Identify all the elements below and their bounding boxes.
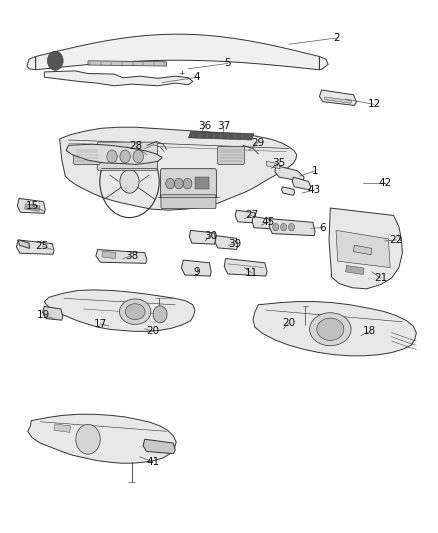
Circle shape	[183, 178, 192, 189]
FancyBboxPatch shape	[97, 142, 157, 170]
Text: 19: 19	[36, 310, 49, 320]
Polygon shape	[319, 56, 328, 70]
Circle shape	[174, 178, 183, 189]
Circle shape	[133, 150, 144, 163]
Polygon shape	[282, 187, 294, 195]
Polygon shape	[336, 230, 390, 268]
Text: 45: 45	[262, 217, 275, 228]
Text: 20: 20	[146, 326, 159, 336]
Text: 18: 18	[363, 326, 376, 336]
Text: 42: 42	[378, 177, 392, 188]
Text: 1: 1	[312, 166, 318, 176]
Polygon shape	[28, 414, 176, 463]
Text: 43: 43	[307, 185, 321, 195]
Polygon shape	[275, 165, 304, 181]
Text: 15: 15	[25, 201, 39, 211]
Ellipse shape	[317, 318, 344, 341]
Polygon shape	[235, 210, 256, 223]
Polygon shape	[44, 290, 195, 332]
Polygon shape	[266, 161, 280, 168]
Polygon shape	[143, 439, 175, 454]
Polygon shape	[353, 245, 372, 255]
Circle shape	[120, 150, 131, 163]
Text: 37: 37	[217, 120, 230, 131]
Polygon shape	[60, 127, 297, 210]
Text: 25: 25	[35, 241, 49, 251]
Text: 28: 28	[129, 141, 143, 151]
Polygon shape	[319, 90, 357, 106]
Ellipse shape	[310, 313, 351, 346]
Text: 9: 9	[194, 267, 201, 277]
Polygon shape	[329, 208, 403, 289]
Polygon shape	[44, 71, 193, 86]
Text: 21: 21	[374, 273, 387, 283]
Text: 22: 22	[390, 235, 403, 245]
Text: 2: 2	[334, 33, 340, 43]
Polygon shape	[96, 249, 147, 263]
Polygon shape	[66, 144, 162, 165]
Text: 39: 39	[228, 239, 241, 248]
Text: 20: 20	[283, 318, 295, 328]
Circle shape	[120, 169, 139, 193]
Circle shape	[288, 223, 294, 231]
Circle shape	[166, 178, 174, 189]
Circle shape	[273, 223, 279, 231]
Polygon shape	[54, 424, 71, 432]
Circle shape	[107, 150, 117, 163]
Polygon shape	[18, 240, 29, 248]
Text: 6: 6	[320, 223, 326, 233]
Text: 30: 30	[204, 231, 217, 241]
Polygon shape	[215, 236, 238, 249]
Text: 27: 27	[245, 211, 258, 221]
Text: 38: 38	[125, 251, 138, 261]
Polygon shape	[346, 265, 364, 274]
FancyBboxPatch shape	[160, 168, 216, 198]
Ellipse shape	[125, 304, 145, 320]
Text: 4: 4	[194, 72, 201, 82]
Polygon shape	[17, 198, 45, 213]
Circle shape	[76, 424, 100, 454]
Polygon shape	[181, 260, 211, 276]
Polygon shape	[35, 34, 319, 70]
Polygon shape	[102, 251, 116, 259]
Polygon shape	[16, 240, 54, 254]
Polygon shape	[269, 219, 315, 236]
Text: 29: 29	[252, 138, 265, 148]
Polygon shape	[252, 216, 272, 229]
FancyBboxPatch shape	[74, 147, 100, 165]
Polygon shape	[27, 56, 35, 70]
Polygon shape	[189, 230, 215, 244]
Circle shape	[153, 306, 167, 323]
Polygon shape	[25, 204, 40, 211]
Ellipse shape	[120, 299, 151, 325]
Polygon shape	[292, 177, 311, 190]
Polygon shape	[325, 97, 352, 103]
Text: 17: 17	[94, 319, 107, 329]
Text: 36: 36	[198, 120, 212, 131]
Polygon shape	[253, 302, 417, 356]
Circle shape	[281, 223, 287, 231]
Polygon shape	[188, 132, 254, 140]
Circle shape	[47, 51, 63, 70]
Polygon shape	[195, 177, 209, 189]
Text: 12: 12	[367, 99, 381, 109]
Text: 5: 5	[224, 59, 231, 68]
Polygon shape	[224, 259, 267, 276]
FancyBboxPatch shape	[218, 147, 244, 165]
Text: 11: 11	[245, 268, 258, 278]
FancyBboxPatch shape	[161, 195, 216, 208]
Polygon shape	[88, 61, 166, 66]
Text: 35: 35	[272, 158, 286, 168]
Polygon shape	[42, 306, 63, 320]
Text: 41: 41	[146, 457, 159, 466]
